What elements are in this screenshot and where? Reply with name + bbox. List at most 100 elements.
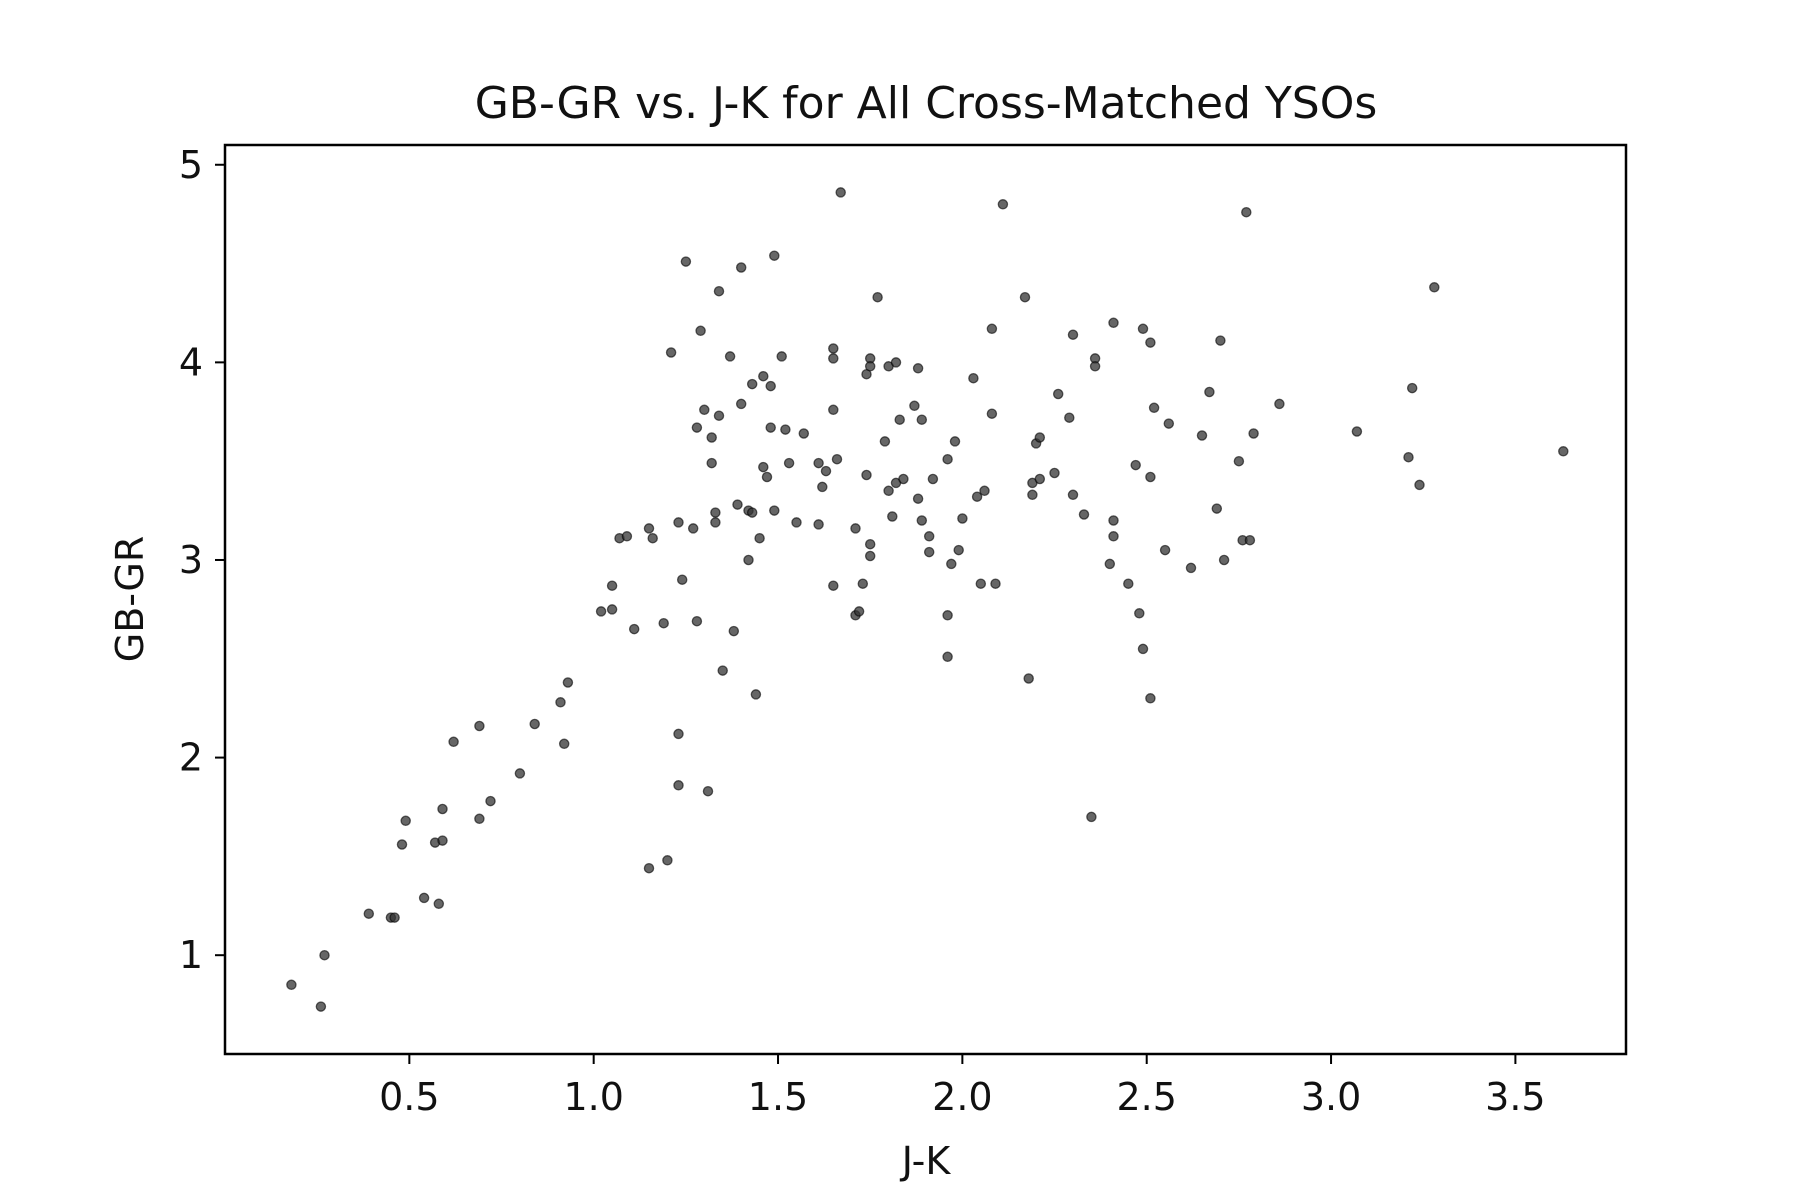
data-point bbox=[1134, 608, 1145, 619]
data-point bbox=[975, 578, 987, 589]
data-point bbox=[942, 453, 953, 465]
data-point bbox=[828, 580, 839, 591]
data-point bbox=[909, 400, 920, 412]
data-point bbox=[890, 357, 902, 368]
data-point bbox=[1248, 428, 1259, 439]
data-point bbox=[820, 465, 832, 477]
data-point bbox=[1023, 673, 1034, 684]
data-point bbox=[968, 372, 979, 384]
y-tick-label: 1 bbox=[179, 933, 203, 977]
data-point bbox=[864, 361, 876, 372]
data-point bbox=[769, 505, 780, 516]
data-point bbox=[949, 436, 961, 447]
data-point bbox=[1218, 554, 1230, 566]
data-point bbox=[898, 473, 909, 485]
data-point bbox=[990, 578, 1001, 589]
data-point bbox=[706, 457, 717, 469]
data-point bbox=[1159, 544, 1171, 556]
data-point bbox=[1137, 643, 1149, 655]
data-point bbox=[555, 697, 566, 708]
data-point bbox=[1558, 446, 1569, 457]
data-point bbox=[687, 523, 699, 534]
x-tick-label: 1.0 bbox=[563, 1075, 623, 1119]
x-tick-label: 2.5 bbox=[1116, 1075, 1176, 1119]
data-point bbox=[754, 532, 765, 544]
data-point bbox=[643, 862, 655, 874]
data-point bbox=[971, 491, 983, 502]
data-point bbox=[1027, 489, 1038, 501]
data-point bbox=[319, 949, 330, 961]
data-point bbox=[758, 370, 769, 382]
data-point bbox=[912, 363, 924, 374]
data-point bbox=[724, 351, 736, 362]
data-point bbox=[1052, 388, 1064, 400]
data-point bbox=[927, 473, 939, 485]
data-point bbox=[710, 507, 721, 518]
data-point bbox=[817, 481, 828, 493]
data-point bbox=[485, 795, 496, 807]
data-point bbox=[957, 513, 968, 524]
x-axis-label: J-K bbox=[900, 1139, 952, 1183]
data-point bbox=[1067, 489, 1079, 501]
data-point bbox=[735, 398, 747, 410]
data-point bbox=[1244, 534, 1256, 546]
data-point bbox=[1049, 467, 1060, 479]
data-point bbox=[665, 347, 677, 358]
data-point bbox=[400, 815, 411, 827]
data-point bbox=[1145, 471, 1156, 483]
y-tick-label: 5 bbox=[179, 143, 203, 187]
data-point bbox=[1196, 430, 1208, 441]
data-point bbox=[595, 606, 607, 617]
data-point bbox=[1185, 562, 1197, 574]
data-point bbox=[1108, 317, 1119, 329]
y-tick-label: 2 bbox=[179, 736, 203, 780]
data-point bbox=[529, 718, 540, 730]
data-point bbox=[706, 432, 717, 443]
data-point bbox=[1078, 509, 1090, 520]
data-point bbox=[861, 469, 872, 481]
data-point bbox=[732, 499, 743, 510]
data-point bbox=[1274, 398, 1285, 410]
data-point bbox=[713, 285, 725, 297]
data-point bbox=[643, 523, 655, 534]
data-point bbox=[647, 532, 658, 544]
data-point bbox=[728, 625, 740, 637]
data-point bbox=[761, 471, 773, 483]
data-point bbox=[448, 736, 459, 748]
data-point bbox=[872, 291, 883, 303]
data-point bbox=[850, 523, 861, 534]
data-point bbox=[702, 785, 714, 797]
data-point bbox=[1123, 578, 1134, 589]
data-point bbox=[562, 677, 574, 688]
data-point bbox=[1086, 811, 1097, 823]
data-point bbox=[946, 558, 957, 570]
data-point bbox=[474, 813, 485, 825]
data-point bbox=[791, 517, 802, 528]
data-point bbox=[857, 578, 869, 589]
data-point bbox=[916, 414, 928, 425]
data-point bbox=[1108, 515, 1119, 526]
data-point bbox=[1163, 418, 1175, 429]
data-point bbox=[1351, 426, 1363, 437]
data-point bbox=[912, 493, 924, 504]
data-point bbox=[997, 199, 1009, 210]
data-point bbox=[1215, 335, 1226, 346]
data-point bbox=[923, 546, 935, 558]
data-point bbox=[953, 544, 964, 556]
data-point bbox=[831, 453, 843, 465]
data-point bbox=[1406, 382, 1418, 394]
data-point bbox=[691, 615, 703, 627]
data-point bbox=[418, 892, 430, 904]
y-tick-label: 3 bbox=[179, 538, 203, 582]
data-point bbox=[1067, 329, 1079, 340]
data-point bbox=[1429, 282, 1440, 293]
data-point bbox=[1108, 531, 1119, 542]
data-point bbox=[315, 1001, 327, 1012]
data-point bbox=[942, 610, 953, 621]
data-point bbox=[433, 898, 445, 910]
data-point bbox=[986, 408, 998, 419]
data-point bbox=[1233, 455, 1245, 467]
data-point bbox=[662, 855, 673, 866]
data-point bbox=[894, 414, 905, 425]
data-point bbox=[621, 531, 633, 542]
